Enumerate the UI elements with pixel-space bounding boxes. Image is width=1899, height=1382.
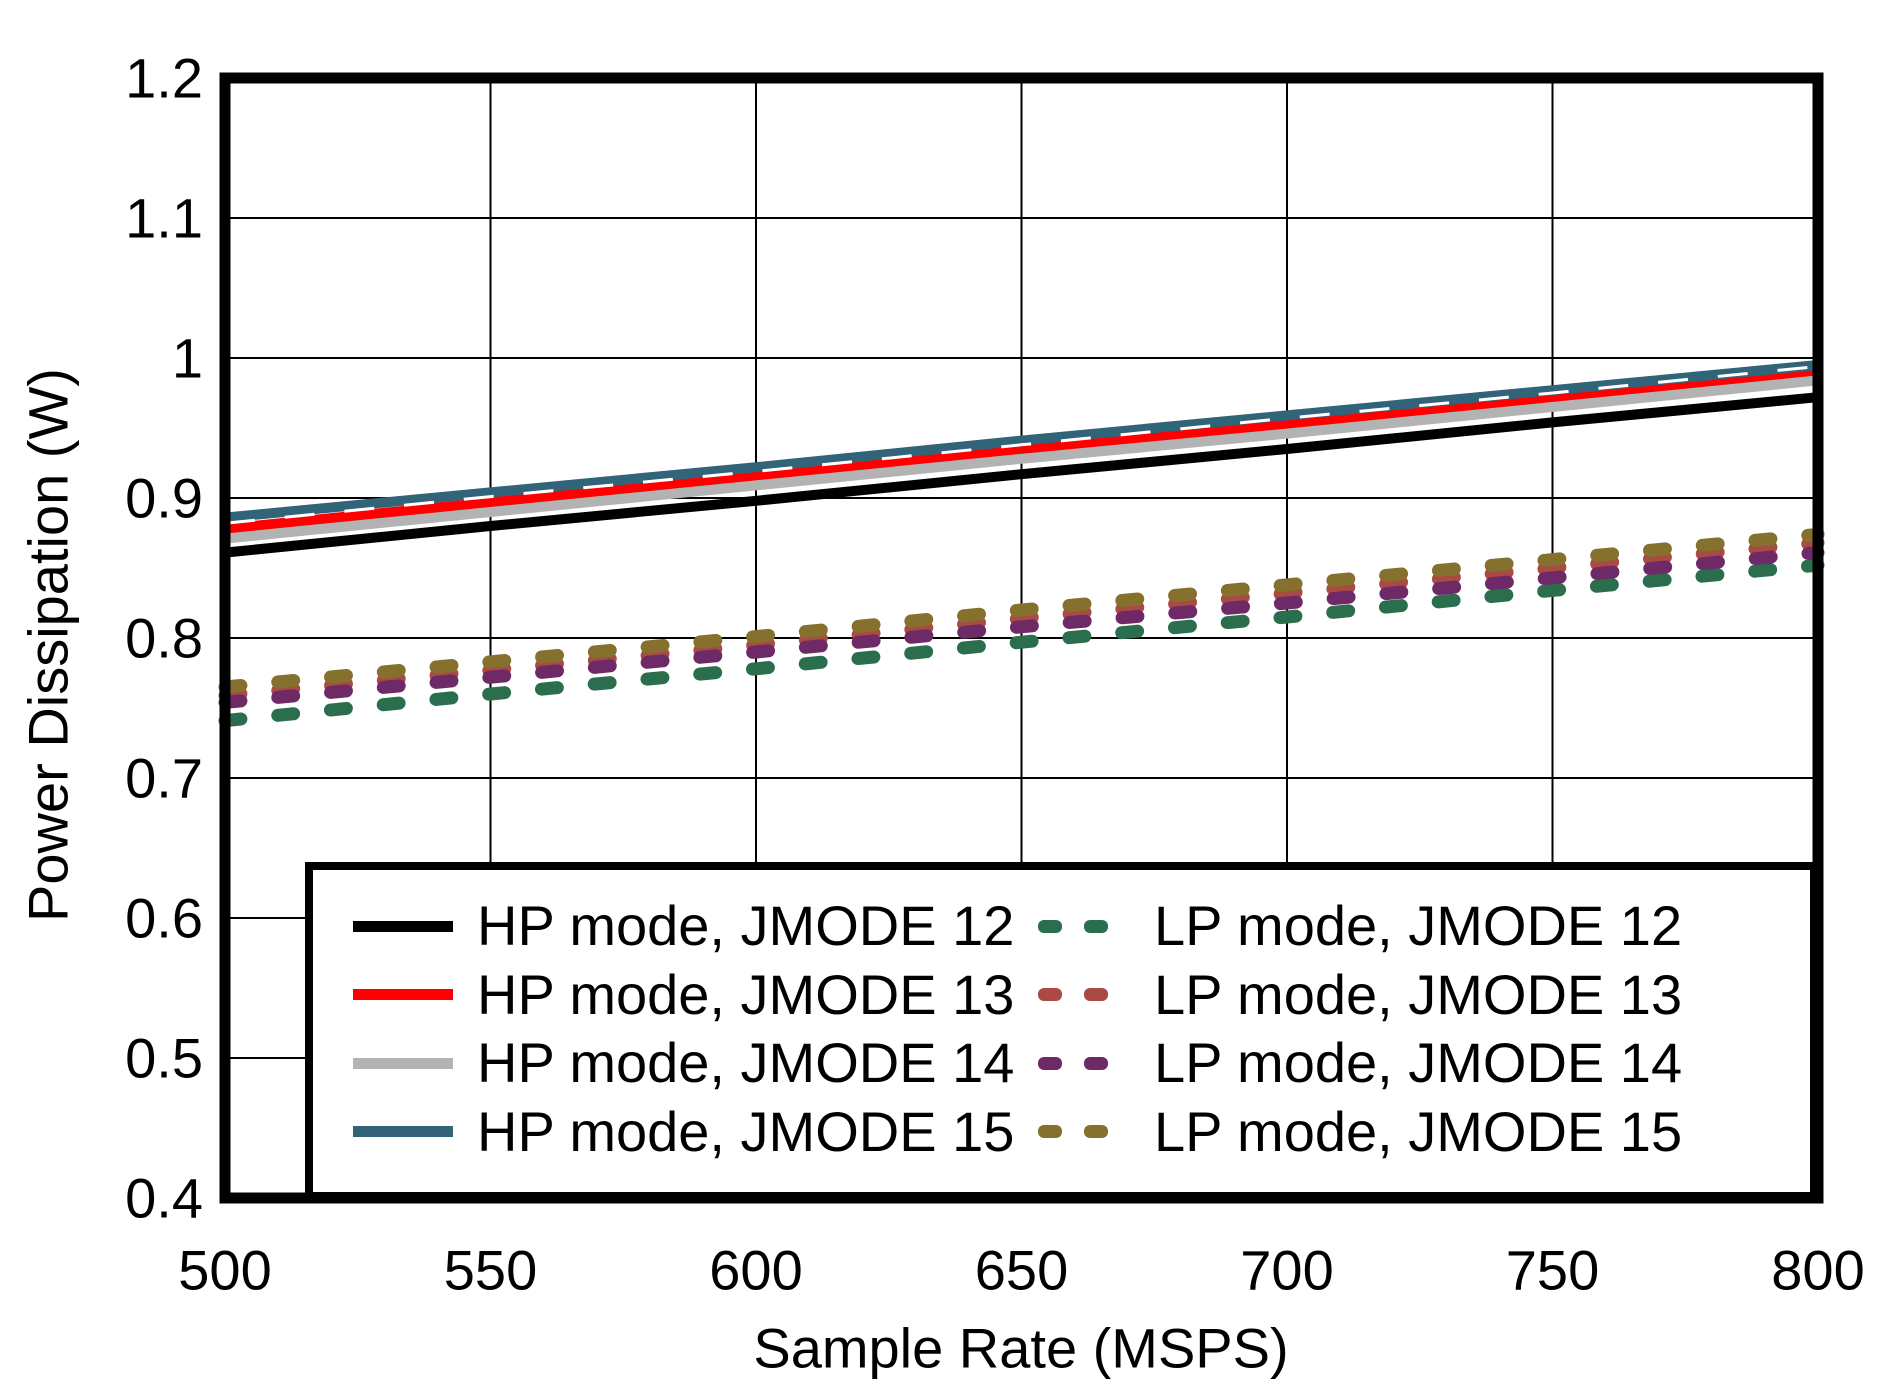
y-tick-label: 1.1 xyxy=(125,187,203,250)
legend-label: HP mode, JMODE 14 xyxy=(477,1031,1015,1095)
legend-label: LP mode, JMODE 12 xyxy=(1154,894,1683,958)
x-tick-label: 650 xyxy=(975,1239,1068,1302)
y-tick-label: 0.5 xyxy=(125,1027,203,1090)
solid-line-swatch xyxy=(353,1057,453,1069)
legend-item-lp-mode-jmode-14: LP mode, JMODE 14 xyxy=(1038,1029,1800,1098)
series-line-lp-mode-jmode-15 xyxy=(218,527,1825,694)
series-lines xyxy=(218,360,1825,728)
series-line-hp-mode-jmode-15 xyxy=(224,360,1819,523)
x-tick-label: 700 xyxy=(1240,1239,1333,1302)
x-axis-title: Sample Rate (MSPS) xyxy=(753,1317,1288,1380)
dash-segment xyxy=(1038,1056,1062,1070)
legend-item-hp-mode-jmode-13: HP mode, JMODE 13 xyxy=(353,961,1038,1030)
legend-item-hp-mode-jmode-15: HP mode, JMODE 15 xyxy=(353,1098,1038,1167)
legend-item-lp-mode-jmode-13: LP mode, JMODE 13 xyxy=(1038,961,1800,1030)
legend-label: HP mode, JMODE 15 xyxy=(477,1099,1015,1163)
y-tick-label: 0.8 xyxy=(125,607,203,670)
series-line-lp-mode-jmode-12 xyxy=(218,558,1825,728)
legend-label: HP mode, JMODE 13 xyxy=(477,962,1015,1026)
solid-line-swatch xyxy=(353,920,453,932)
solid-line-swatch xyxy=(353,989,453,1001)
series-line-hp-mode-jmode-13 xyxy=(224,367,1819,534)
y-tick-label: 1 xyxy=(172,327,203,390)
white-dash-overlap-artifact xyxy=(224,364,1819,525)
series-line-lp-mode-jmode-13 xyxy=(218,536,1825,702)
y-tick-label: 0.7 xyxy=(125,747,203,810)
series-line-lp-mode-jmode-14 xyxy=(218,546,1825,709)
dashed-line-swatch xyxy=(1038,919,1108,933)
legend-label: LP mode, JMODE 14 xyxy=(1154,1031,1683,1095)
dash-segment xyxy=(1084,1056,1108,1070)
legend-item-hp-mode-jmode-14: HP mode, JMODE 14 xyxy=(353,1029,1038,1098)
solid-line-swatch xyxy=(353,1126,453,1138)
dash-segment xyxy=(1084,988,1108,1002)
x-tick-label: 550 xyxy=(444,1239,537,1302)
y-tick-label: 0.4 xyxy=(125,1167,203,1230)
dash-segment xyxy=(1084,1125,1108,1139)
legend-label: LP mode, JMODE 15 xyxy=(1154,1099,1683,1163)
legend-box: HP mode, JMODE 12 HP mode, JMODE 13 HP mod… xyxy=(305,862,1818,1200)
legend-item-lp-mode-jmode-15: LP mode, JMODE 15 xyxy=(1038,1098,1800,1167)
x-tick-label: 500 xyxy=(178,1239,271,1302)
y-tick-label: 1.2 xyxy=(125,47,203,110)
legend-label: LP mode, JMODE 13 xyxy=(1154,962,1683,1026)
y-tick-labels: 0.4 0.5 0.6 0.7 0.8 0.9 1 1.1 1.2 xyxy=(125,47,203,1230)
dash-segment xyxy=(1038,988,1062,1002)
dash-segment xyxy=(1038,1125,1062,1139)
legend-item-hp-mode-jmode-12: HP mode, JMODE 12 xyxy=(353,892,1038,961)
x-tick-label: 800 xyxy=(1771,1239,1864,1302)
dashed-line-swatch xyxy=(1038,1125,1108,1139)
dashed-line-swatch xyxy=(1038,1056,1108,1070)
dash-segment xyxy=(1038,919,1062,933)
dash-segment xyxy=(1084,919,1108,933)
dashed-line-swatch xyxy=(1038,988,1108,1002)
series-line-hp-mode-jmode-12 xyxy=(224,392,1819,558)
legend-label: HP mode, JMODE 12 xyxy=(477,894,1015,958)
series-line-hp-mode-jmode-14 xyxy=(224,375,1819,544)
legend-item-lp-mode-jmode-12: LP mode, JMODE 12 xyxy=(1038,892,1800,961)
y-tick-label: 0.6 xyxy=(125,887,203,950)
x-tick-label: 600 xyxy=(709,1239,802,1302)
x-tick-label: 750 xyxy=(1506,1239,1599,1302)
y-axis-title: Power Dissipation (W) xyxy=(17,368,80,922)
x-tick-labels: 500 550 600 650 700 750 800 xyxy=(178,1239,1864,1302)
y-tick-label: 0.9 xyxy=(125,467,203,530)
